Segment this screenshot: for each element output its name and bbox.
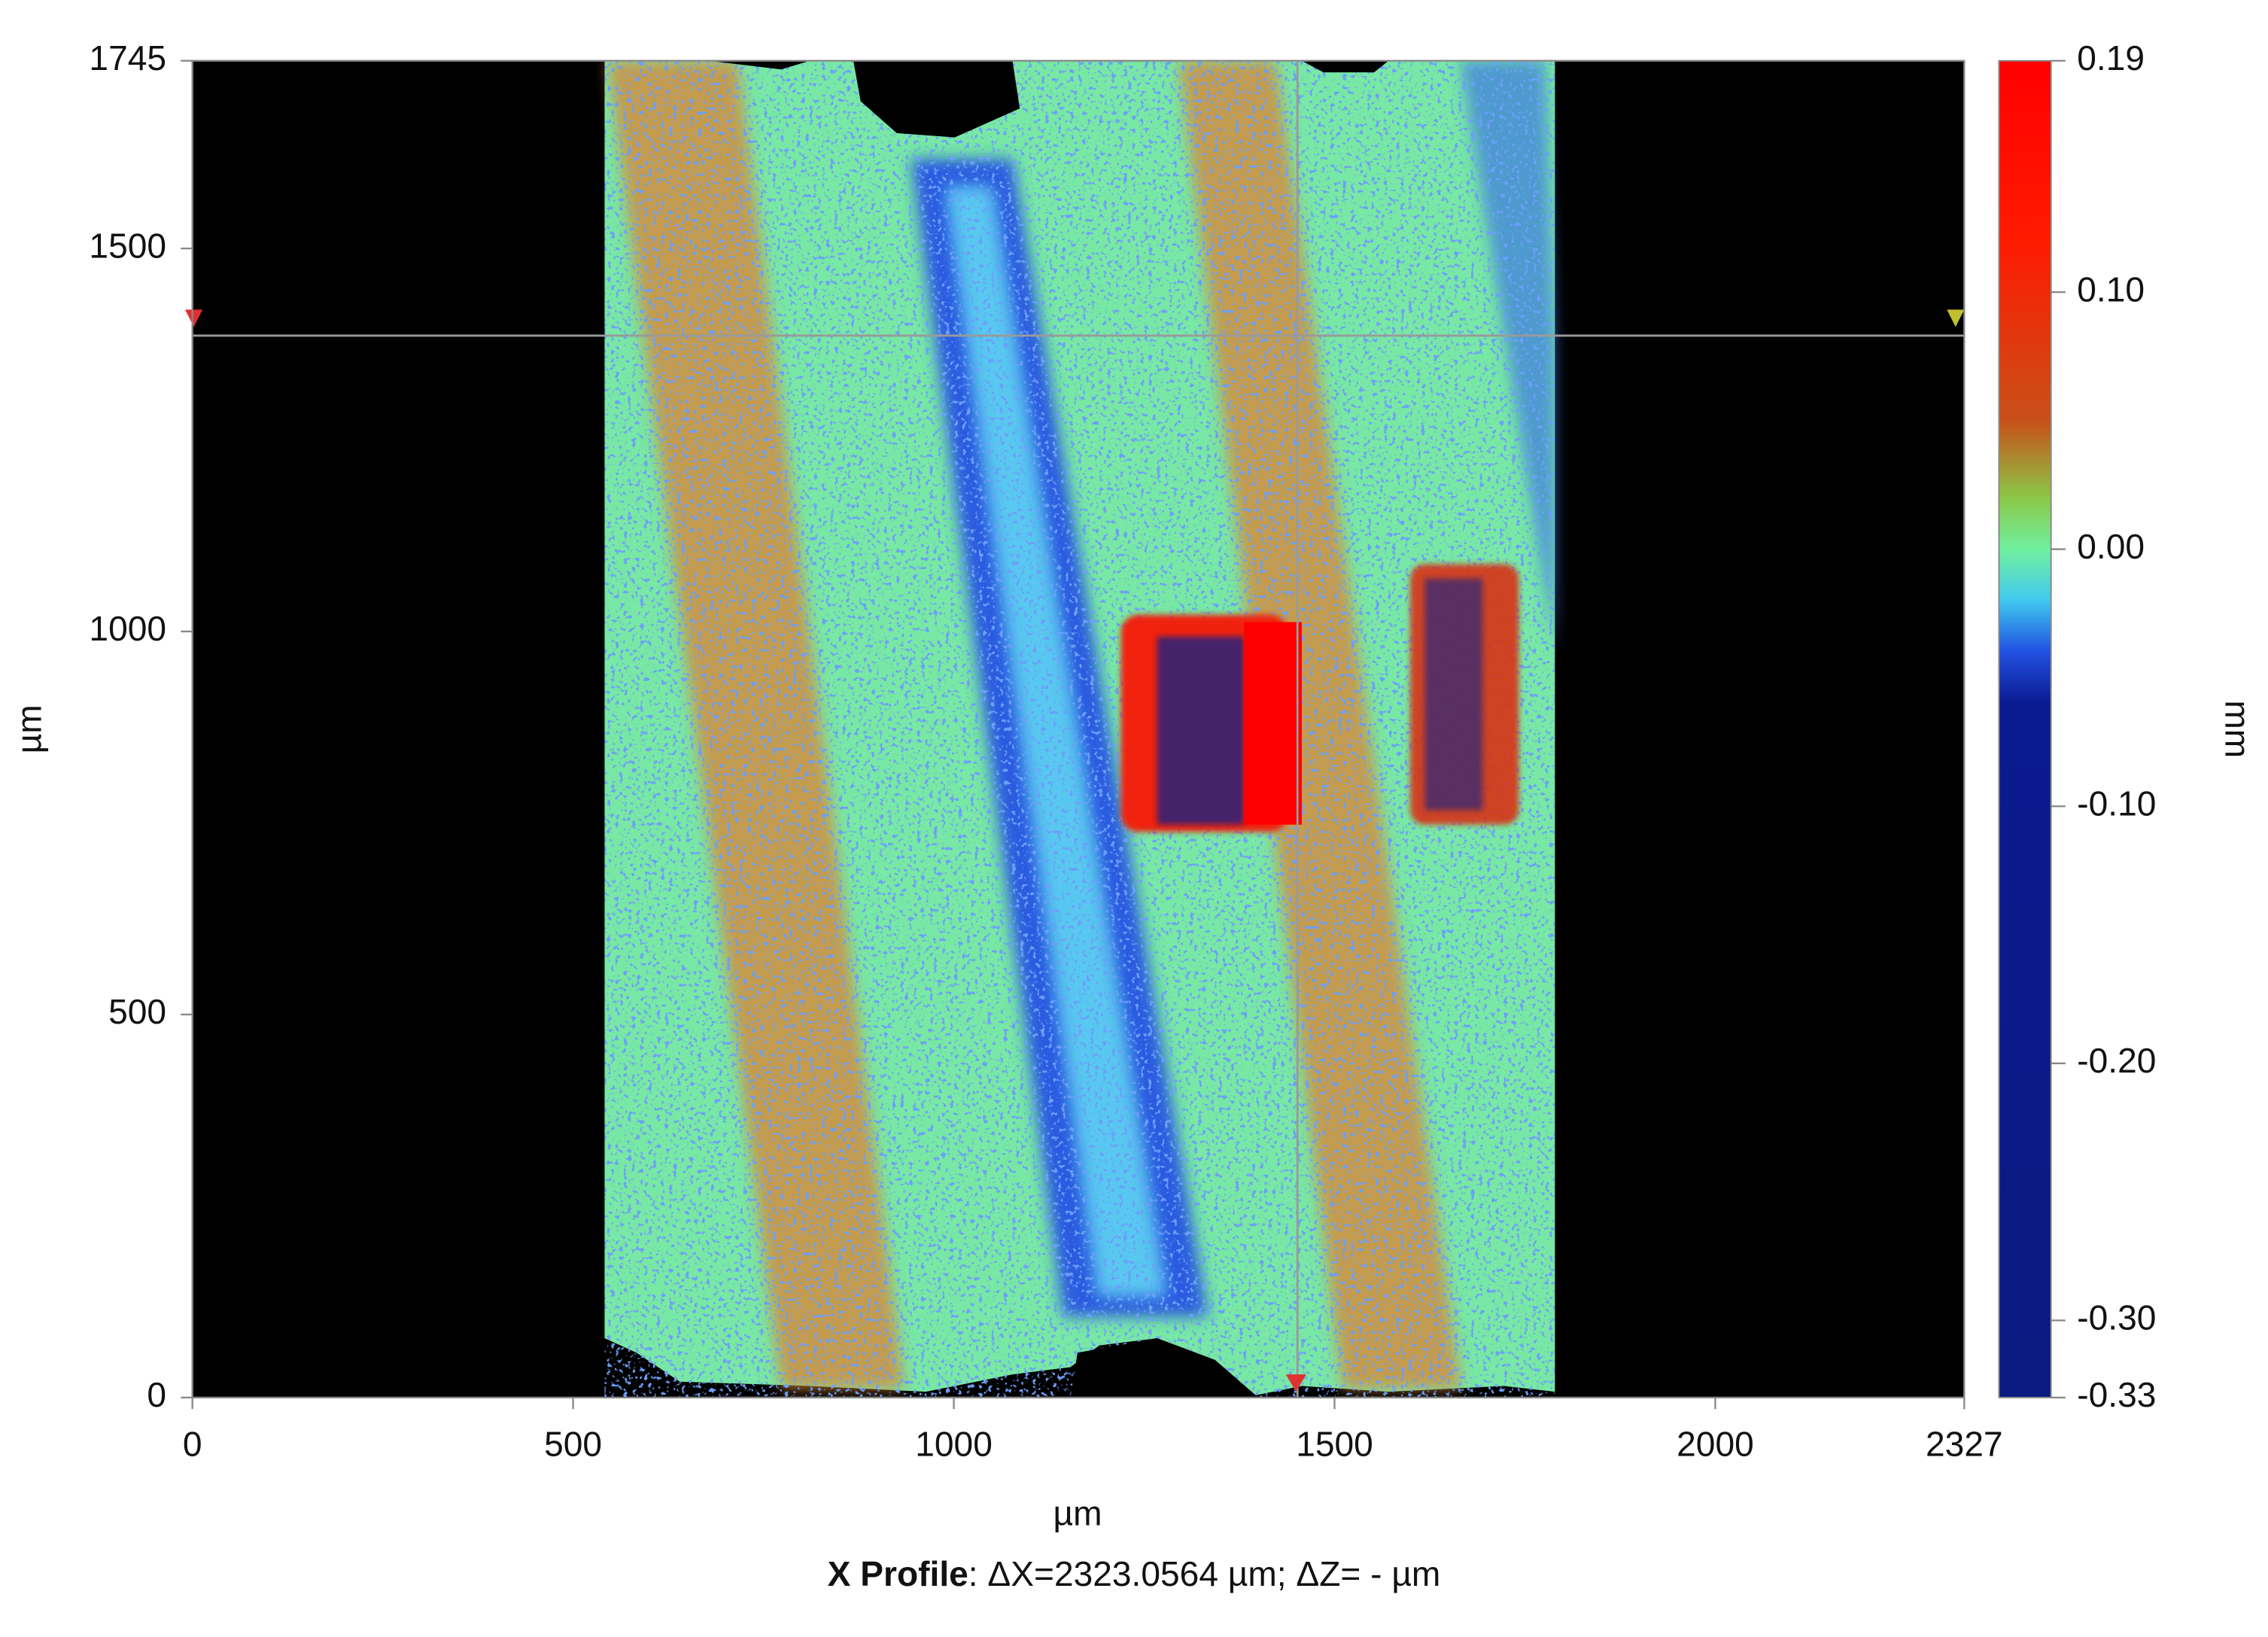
x-tick-label: 1500 xyxy=(1296,1424,1373,1463)
x-tick-label: 2000 xyxy=(1677,1424,1754,1463)
caption-text: : ΔX=2323.0564 µm; ΔZ= - µm xyxy=(968,1554,1441,1593)
cursor-marker xyxy=(185,309,203,327)
plot-frame xyxy=(191,59,1965,1398)
x-tick-label: 0 xyxy=(183,1424,202,1463)
x-tick-label: 500 xyxy=(544,1424,602,1463)
x-tick-label: 2327 xyxy=(1926,1424,2003,1463)
colorbar-tick-label: -0.33 xyxy=(2077,1375,2156,1414)
colorbar-tick-label: -0.20 xyxy=(2077,1041,2156,1080)
noise xyxy=(604,60,1555,1398)
scaled-root: µm µm mm X Profile: ΔX=2323.0564 µm; ΔZ=… xyxy=(9,38,2257,1593)
y-tick-label: 0 xyxy=(147,1375,166,1414)
y-tick-label: 1745 xyxy=(89,38,166,78)
caption-label: X Profile xyxy=(828,1554,968,1593)
notches xyxy=(708,60,1389,1398)
colorbar-label: mm xyxy=(2218,700,2257,758)
x-tick-label: 1000 xyxy=(915,1424,993,1463)
colorbar-tick-label: -0.10 xyxy=(2077,784,2156,823)
y-axis-label: µm xyxy=(9,704,48,753)
colorbar-tick-label: 0.10 xyxy=(2077,269,2145,309)
cursor-marker xyxy=(1285,1374,1306,1392)
colorbar-tick-label: 0.19 xyxy=(2077,38,2145,78)
colorbar-tick-label: 0.00 xyxy=(2077,527,2145,566)
colorbar xyxy=(1998,59,2052,1398)
caption: X Profile: ΔX=2323.0564 µm; ΔZ= - µm xyxy=(828,1554,1441,1593)
cursor-marker xyxy=(1947,309,1965,327)
defect xyxy=(1120,564,1519,832)
y-tick-label: 1000 xyxy=(89,609,166,648)
y-tick-label: 1500 xyxy=(89,226,166,265)
y-tick-label: 500 xyxy=(108,992,166,1031)
colorbar-tick-label: -0.30 xyxy=(2077,1298,2156,1337)
height-map xyxy=(192,60,1965,1398)
x-axis-label: µm xyxy=(1053,1494,1102,1533)
